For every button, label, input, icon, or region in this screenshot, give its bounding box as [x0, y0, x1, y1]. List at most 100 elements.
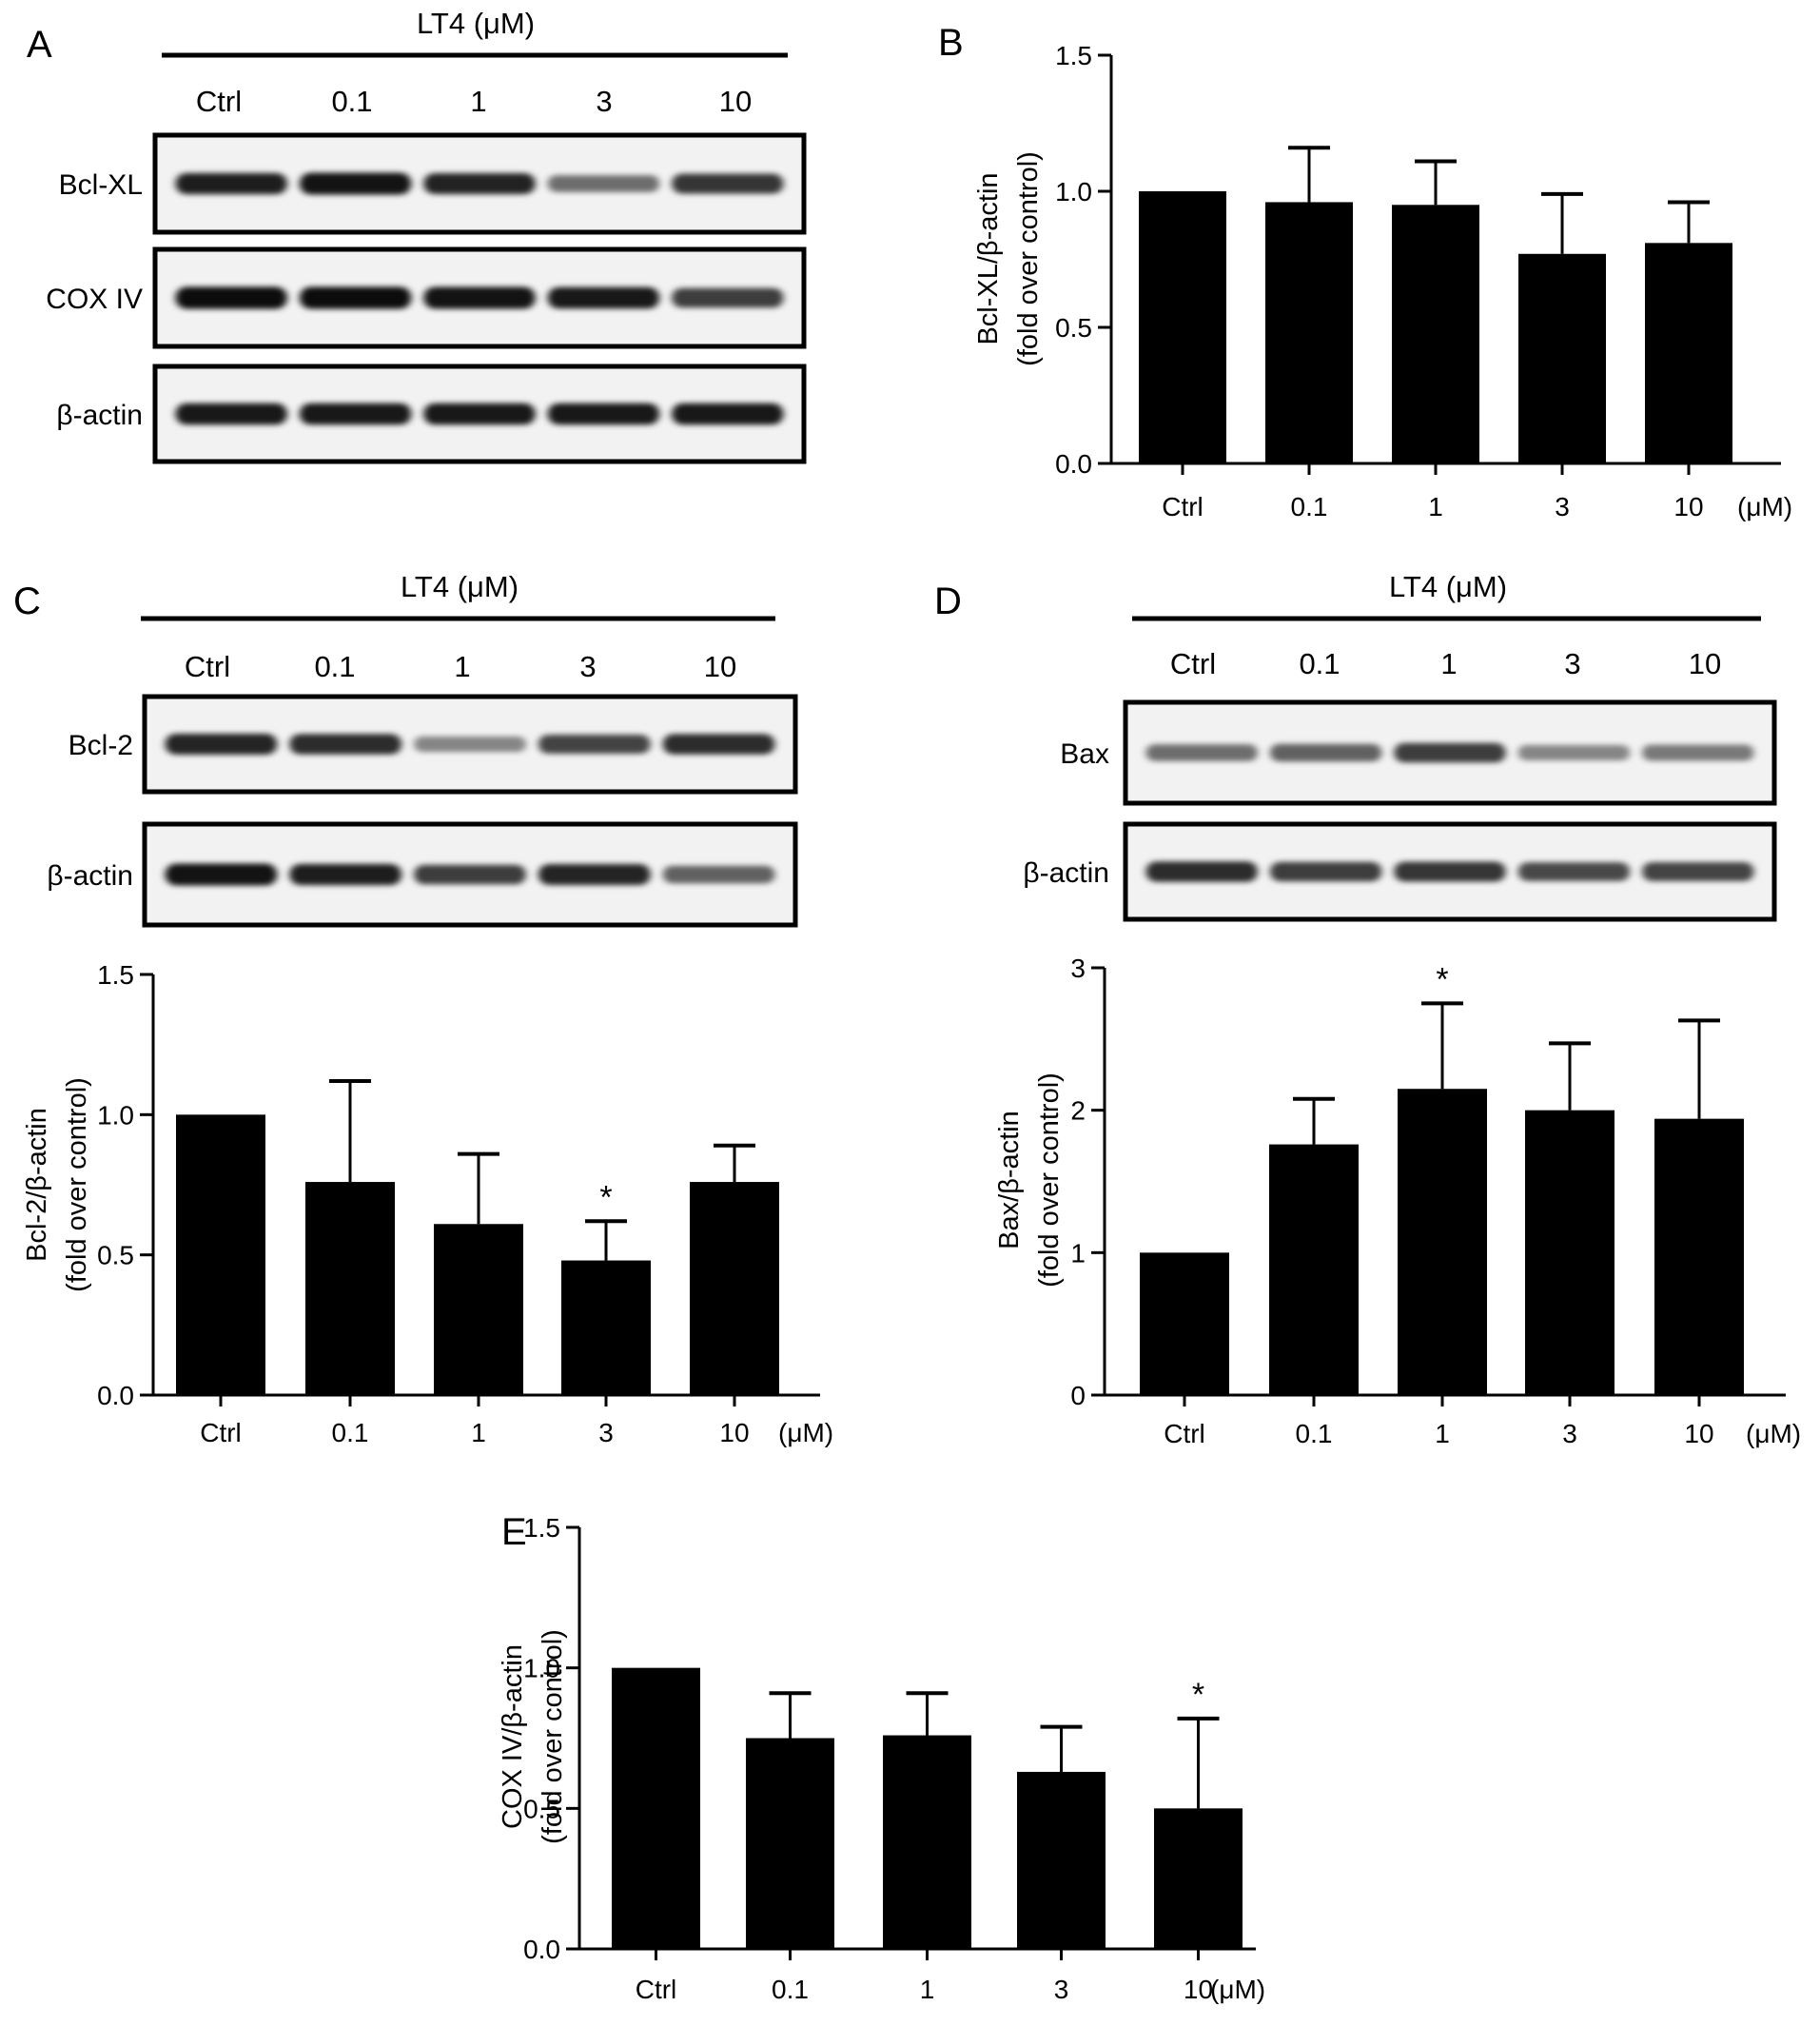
bar: [1398, 1089, 1487, 1395]
blot-band: [538, 734, 651, 755]
blot-band: [547, 286, 660, 309]
x-tick-label: 10: [719, 1418, 749, 1447]
bar: [1654, 1118, 1744, 1395]
chart-e: E 0.0 0.5 1.0 1.5 Ctrl 0.1 1 3 * 10(μM) COX IV/β-ac…: [498, 1511, 1265, 2004]
blot-band: [662, 734, 775, 755]
panel-a: A LT4 (μM) Ctrl 0.1 1 3 10 Bcl-XL COX IV β-actin: [27, 7, 807, 464]
bar: [1518, 253, 1606, 463]
panel-letter-e: E: [501, 1511, 527, 1553]
chart-d: 0 1 2 3 Ctrl 0.1 * 1 3 10 (μM) Bax/β-actin (fold ove…: [994, 954, 1801, 1448]
blot-band: [165, 863, 278, 886]
x-tick-label: 3: [1555, 492, 1570, 521]
blot-band: [1394, 742, 1506, 763]
x-tick-label: 1: [471, 1418, 486, 1447]
x-tick-label: Ctrl: [200, 1418, 242, 1447]
bar: [1269, 1144, 1359, 1395]
blot-band: [299, 403, 412, 425]
x-tick-label: Ctrl: [1162, 492, 1204, 521]
panel-letter-d: D: [934, 580, 962, 622]
bar: [1525, 1110, 1615, 1395]
y-axis-label: COX IV/β-actin: [498, 1644, 528, 1829]
x-unit-label: (μM): [1737, 492, 1792, 521]
blot-band: [423, 172, 536, 195]
panel-letter-c: C: [13, 580, 41, 622]
bar: [1645, 243, 1732, 463]
lane-label: 3: [579, 650, 596, 683]
blot-band: [662, 865, 775, 884]
blot-band: [1269, 861, 1382, 882]
significance-marker: *: [1436, 961, 1448, 997]
y-tick-label: 1.5: [523, 1513, 560, 1543]
y-axis-label-sub: (fold over control): [1013, 151, 1044, 366]
blot-band: [423, 286, 536, 309]
x-tick-label: 10: [1684, 1419, 1713, 1448]
blot-band: [1642, 861, 1754, 882]
blot-label: Bax: [1060, 738, 1109, 770]
blot-band: [1517, 744, 1631, 761]
lane-label: 1: [454, 650, 470, 683]
blot-band: [672, 287, 784, 308]
y-tick-label: 0.0: [523, 1935, 560, 1964]
blot-bax: Bax: [1060, 699, 1777, 806]
blot-band: [1269, 743, 1382, 762]
blot-bcl-2: Bcl-2: [68, 694, 798, 795]
treatment-header: LT4 (μM): [417, 7, 535, 40]
x-tick-label: 0.1: [1296, 1419, 1333, 1448]
panel-letter-a: A: [27, 24, 52, 66]
bar: [612, 1667, 700, 1949]
x-tick-label: 1: [920, 1975, 935, 2004]
blot-band: [299, 286, 412, 309]
y-axis-label: Bcl-XL/β-actin: [973, 172, 1004, 344]
blot-band: [289, 734, 402, 755]
y-tick-label: 1.0: [523, 1654, 560, 1683]
lane-label: 1: [1440, 647, 1457, 680]
lane-label: Ctrl: [1170, 647, 1216, 680]
bar: [176, 1114, 265, 1395]
x-unit-label: (μM): [778, 1418, 833, 1447]
bar: [883, 1735, 971, 1949]
significance-marker: *: [1192, 1677, 1204, 1713]
bar: [746, 1738, 834, 1949]
bar: [1139, 191, 1226, 463]
treatment-header: LT4 (μM): [401, 570, 519, 603]
y-tick-label: 1: [1070, 1238, 1086, 1268]
blot-bcl-xl: Bcl-XL: [59, 132, 807, 235]
blot--actin: β-actin: [47, 821, 798, 928]
y-tick-label: 2: [1070, 1096, 1086, 1126]
x-tick-label: 1: [1435, 1419, 1450, 1448]
x-unit-label: (μM): [1210, 1975, 1265, 2004]
blot-label: Bcl-XL: [59, 169, 143, 201]
x-tick-label: 10: [1184, 1975, 1213, 2004]
y-axis-label-sub: (fold over control): [1034, 1072, 1065, 1288]
treatment-header: LT4 (μM): [1389, 570, 1507, 603]
bar: [1392, 205, 1479, 464]
x-tick-label: Ctrl: [636, 1975, 677, 2004]
lane-label: Ctrl: [196, 85, 242, 118]
blot-band: [299, 172, 412, 195]
blot-band: [1145, 744, 1258, 761]
x-unit-label: (μM): [1746, 1419, 1801, 1448]
blot-band: [672, 173, 784, 194]
lane-label: 3: [1564, 647, 1580, 680]
bar: [561, 1260, 651, 1395]
x-tick-label: 0.1: [772, 1975, 809, 2004]
lane-label: 0.1: [331, 85, 372, 118]
y-tick-label: 0.0: [1055, 449, 1092, 479]
x-tick-label: 3: [1054, 1975, 1069, 2004]
blot-band: [175, 286, 287, 309]
blot-band: [547, 403, 660, 425]
x-tick-label: 1: [1428, 492, 1443, 521]
y-tick-label: 1.0: [1055, 177, 1092, 207]
y-axis-label-sub: (fold over control): [62, 1077, 92, 1292]
bar: [1140, 1252, 1229, 1395]
blot-band: [1394, 861, 1506, 882]
blot-label: COX IV: [46, 284, 143, 315]
y-axis-label: Bax/β-actin: [994, 1111, 1025, 1249]
panel-letter-b: B: [938, 22, 964, 64]
bar: [690, 1182, 779, 1395]
y-tick-label: 0.5: [97, 1241, 134, 1270]
x-tick-label: 10: [1673, 492, 1703, 521]
y-tick-label: 1.5: [97, 960, 134, 990]
blot-band: [1517, 862, 1631, 881]
